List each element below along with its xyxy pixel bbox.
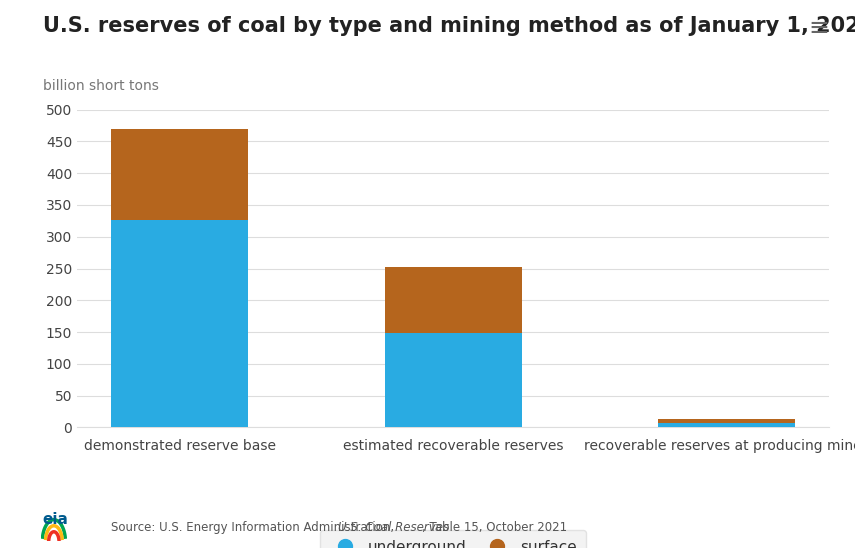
Bar <box>385 333 522 427</box>
Bar <box>111 129 248 220</box>
Text: , Table 15, October 2021: , Table 15, October 2021 <box>422 521 567 534</box>
Text: billion short tons: billion short tons <box>43 79 159 94</box>
Text: eia: eia <box>43 512 68 527</box>
Text: ≡: ≡ <box>808 16 829 41</box>
Bar <box>658 423 795 427</box>
Bar <box>385 267 522 333</box>
Bar <box>111 220 248 427</box>
Bar <box>658 419 795 423</box>
Text: Source: U.S. Energy Information Administration,: Source: U.S. Energy Information Administ… <box>111 521 398 534</box>
Legend: underground, surface: underground, surface <box>321 530 586 548</box>
Text: U.S. Coal Reserves: U.S. Coal Reserves <box>338 521 449 534</box>
Text: U.S. reserves of coal by type and mining method as of January 1, 2021: U.S. reserves of coal by type and mining… <box>43 16 855 36</box>
